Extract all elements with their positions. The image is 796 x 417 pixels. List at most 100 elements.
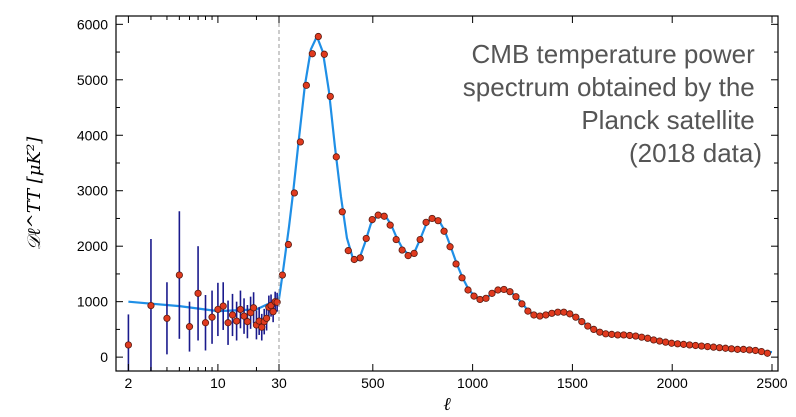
data-point (278, 271, 286, 279)
data-point (512, 293, 520, 301)
data-point (727, 345, 736, 353)
data-point-low-ell (219, 302, 227, 310)
y-tick-label: 0 (100, 349, 108, 365)
data-point (470, 292, 478, 300)
data-point-low-ell (194, 289, 202, 297)
data-point-low-ell (185, 323, 194, 331)
data-point (536, 312, 544, 320)
data-point (733, 345, 742, 353)
data-point (500, 285, 508, 294)
data-point-low-ell (208, 313, 216, 321)
data-point (314, 32, 322, 41)
data-point (691, 341, 700, 350)
data-point-low-ell (224, 319, 232, 327)
data-point (380, 212, 388, 220)
data-point (554, 308, 562, 316)
x-tick-label: 500 (361, 375, 385, 391)
x-tick-label: 1000 (457, 375, 488, 391)
data-point (338, 208, 346, 216)
data-point (476, 295, 484, 304)
data-point-low-ell (233, 317, 241, 325)
plot-frame (115, 15, 779, 372)
y-tick-label: 5000 (77, 72, 108, 88)
data-point (697, 342, 706, 350)
y-tick-label: 6000 (77, 16, 108, 32)
data-point (679, 340, 688, 348)
data-point (524, 307, 532, 315)
x-tick-label: 30 (271, 375, 287, 391)
data-point (344, 247, 352, 255)
data-point-low-ell (201, 319, 210, 327)
data-point (410, 249, 418, 258)
data-point (518, 300, 526, 308)
data-point (548, 309, 556, 317)
data-point (739, 345, 748, 353)
data-point (715, 344, 724, 352)
data-point-low-ell (240, 312, 248, 320)
data-point (362, 234, 370, 243)
data-point (560, 308, 568, 316)
data-point (751, 346, 760, 355)
data-point (428, 214, 436, 223)
data-point (440, 227, 448, 235)
data-point (308, 50, 316, 58)
data-point-low-ell (214, 305, 222, 314)
data-point (656, 337, 664, 345)
data-point-low-ell (228, 311, 237, 319)
data-point (644, 334, 652, 342)
data-point (374, 211, 382, 219)
data-point (685, 341, 694, 349)
annotation-line-1: CMB temperature power (472, 39, 756, 69)
data-point (757, 347, 766, 356)
data-point (608, 330, 616, 338)
data-point (494, 286, 502, 294)
y-axis-label: 𝒟ℓ^TT [μK²] (24, 136, 45, 250)
data-point (296, 138, 304, 146)
x-axis-label: ℓ (443, 394, 451, 415)
data-point (572, 313, 580, 321)
data-point (632, 332, 640, 340)
data-point (745, 346, 754, 354)
annotation-line-4: (2018 data) (629, 138, 762, 168)
data-point (464, 286, 472, 294)
data-point (566, 310, 574, 318)
data-point (326, 92, 334, 101)
data-point-low-ell (163, 314, 171, 322)
data-point (452, 260, 460, 268)
y-tick-label: 3000 (77, 183, 108, 199)
data-point (674, 340, 682, 348)
data-point-low-ell (269, 308, 277, 316)
data-point (368, 215, 376, 224)
data-point (763, 349, 772, 357)
x-tick-label: 2000 (657, 375, 688, 391)
y-tick-label: 2000 (77, 238, 108, 254)
data-point (458, 274, 466, 282)
data-point (290, 189, 298, 197)
data-point (650, 336, 658, 344)
x-tick-label: 2500 (756, 375, 787, 391)
data-point (404, 252, 412, 260)
data-point (709, 343, 718, 351)
data-point (626, 331, 634, 340)
data-point (488, 289, 496, 297)
data-point (356, 254, 364, 262)
data-point (332, 153, 340, 161)
data-point (320, 50, 328, 58)
data-point-low-ell (175, 271, 183, 279)
data-point (703, 342, 712, 351)
data-point (620, 331, 628, 339)
data-point (542, 311, 550, 319)
data-point-low-ell (243, 318, 252, 326)
data-point (386, 221, 394, 229)
data-point (662, 338, 670, 346)
data-point (434, 217, 442, 225)
x-tick-label: 1500 (557, 375, 588, 391)
data-point (302, 81, 310, 89)
data-point (578, 318, 586, 326)
data-point-low-ell (262, 314, 271, 322)
data-point (398, 246, 406, 254)
data-point (668, 339, 676, 347)
x-tick-label: 10 (210, 375, 226, 391)
data-point (422, 218, 430, 226)
data-point-low-ell (236, 305, 245, 314)
